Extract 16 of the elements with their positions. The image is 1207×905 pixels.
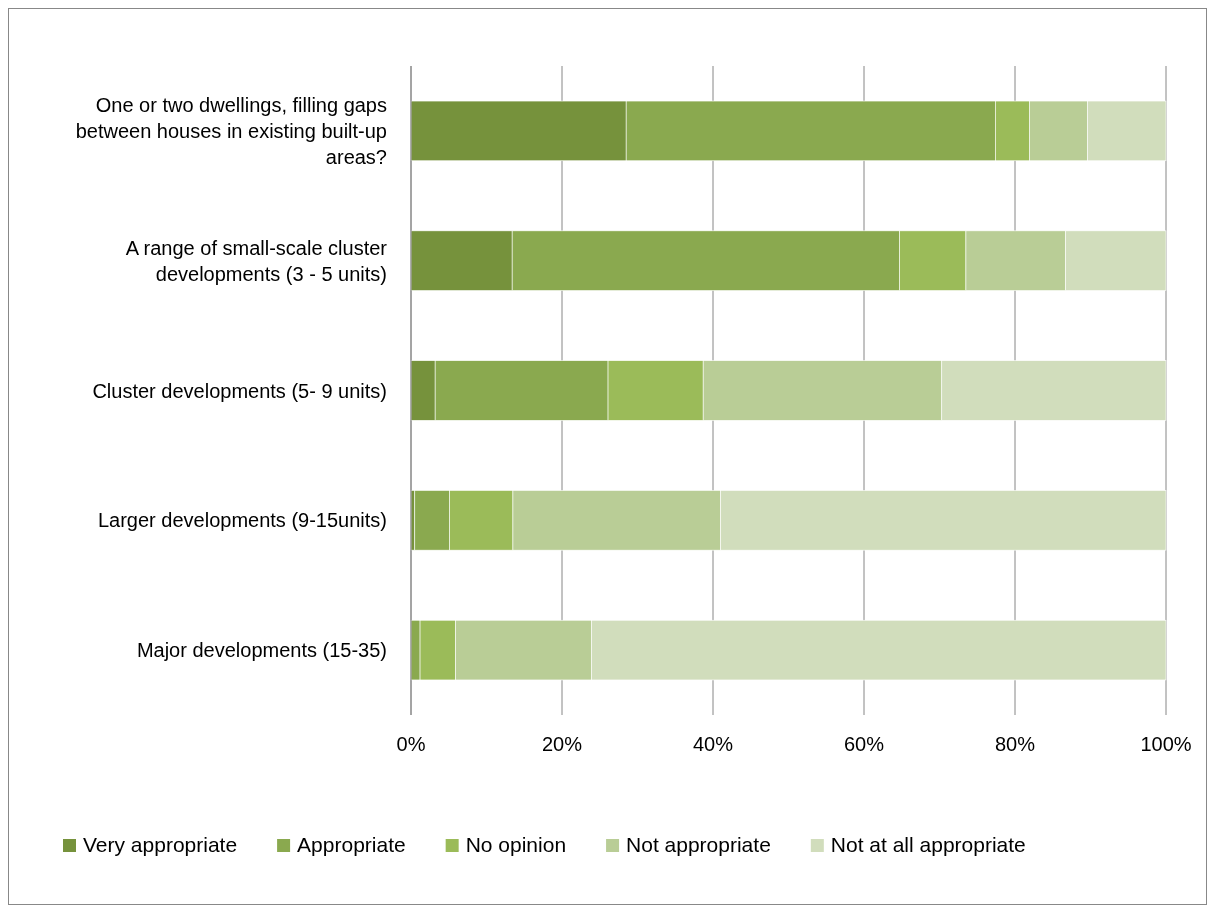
- y-tick-label: A range of small-scale cluster developments (3 - 5 units): [125, 236, 388, 285]
- y-tick-label: Larger developments (9-15units): [97, 509, 387, 532]
- y-tick-label: Cluster developments (5- 9 units): [92, 379, 387, 402]
- y-tick-label: One or two dwellings, filling gaps between houses in existing built-up areas?: [75, 93, 387, 168]
- legend-label: Appropriate: [297, 833, 406, 856]
- x-tick-label: 100%: [1140, 733, 1192, 755]
- x-tick-label: 40%: [692, 733, 734, 755]
- y-tick-label: Major developments (15-35): [136, 639, 387, 662]
- legend-label: Not appropriate: [626, 833, 771, 856]
- x-tick-label: 0%: [396, 733, 426, 755]
- legend-label: Very appropriate: [83, 833, 238, 856]
- x-tick-label: 60%: [843, 733, 885, 755]
- x-tick-label: 20%: [541, 733, 583, 755]
- legend-label: Not at all appropriate: [830, 833, 1026, 856]
- legend-label: No opinion: [465, 833, 567, 856]
- x-tick-label: 80%: [994, 733, 1036, 755]
